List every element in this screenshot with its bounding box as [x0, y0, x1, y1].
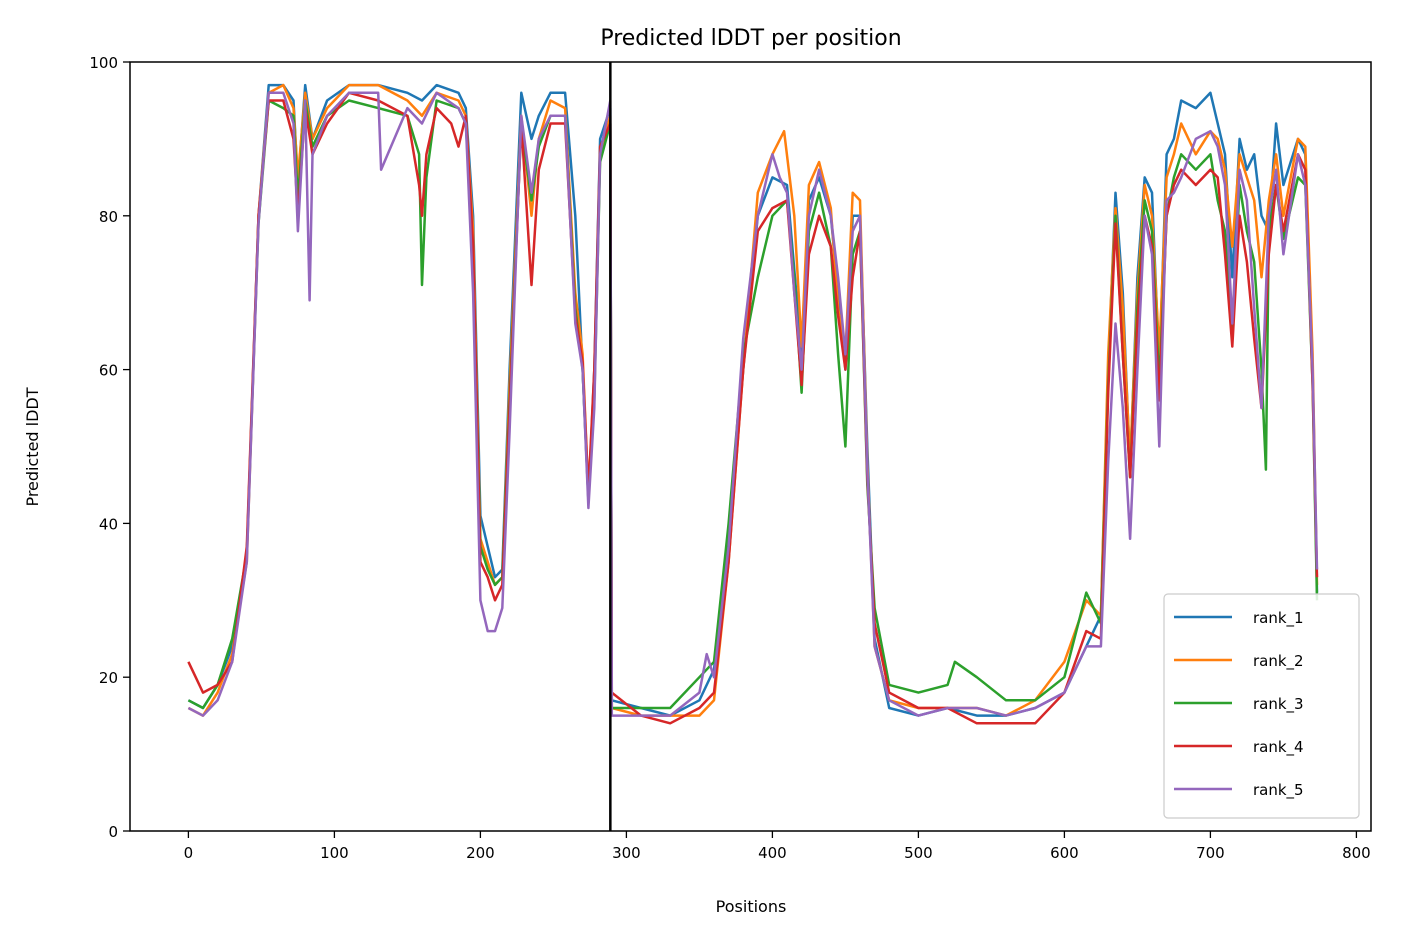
y-tick-label: 60 — [99, 362, 118, 380]
y-tick-label: 80 — [99, 208, 118, 226]
x-tick-label: 400 — [758, 844, 787, 862]
series-line-rank_1 — [187, 83, 1319, 717]
y-tick-label: 100 — [89, 54, 118, 72]
y-axis-label: Predicted lDDT — [23, 387, 42, 506]
plot-frame — [129, 61, 1372, 832]
series-lines — [187, 83, 1319, 725]
legend-label-rank_3: rank_3 — [1253, 695, 1304, 714]
x-tick-label: 500 — [904, 844, 933, 862]
legend-label-rank_5: rank_5 — [1253, 781, 1304, 800]
series-line-rank_2 — [187, 83, 1319, 717]
series-line-rank_5 — [187, 91, 1319, 717]
legend-label-rank_2: rank_2 — [1253, 652, 1304, 671]
series-line-rank_4 — [187, 91, 1319, 725]
x-tick-label: 800 — [1342, 844, 1371, 862]
y-axis-ticks: 0 20 40 60 80 100 — [89, 54, 130, 841]
legend-label-rank_1: rank_1 — [1253, 609, 1304, 628]
x-tick-label: 600 — [1050, 844, 1079, 862]
chart-title: Predicted lDDT per position — [600, 26, 901, 51]
legend-box — [1163, 593, 1360, 819]
x-tick-label: 700 — [1196, 844, 1225, 862]
legend: rank_1 rank_2 rank_3 rank_4 rank_5 — [1163, 593, 1360, 819]
x-axis-ticks: 0 100 200 300 400 500 600 700 800 — [184, 831, 1371, 862]
x-tick-label: 200 — [466, 844, 495, 862]
x-axis-label: Positions — [716, 897, 787, 916]
x-tick-label: 300 — [612, 844, 641, 862]
y-tick-label: 40 — [99, 515, 118, 533]
series-line-rank_3 — [187, 99, 1319, 710]
x-tick-label: 100 — [320, 844, 349, 862]
x-tick-label: 0 — [184, 844, 194, 862]
y-tick-label: 20 — [99, 669, 118, 687]
legend-label-rank_4: rank_4 — [1253, 738, 1304, 757]
y-tick-label: 0 — [108, 823, 118, 841]
